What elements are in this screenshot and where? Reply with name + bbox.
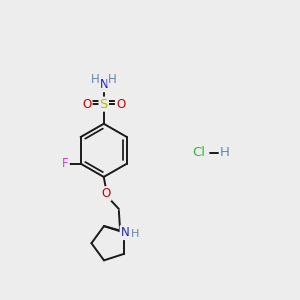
Text: Cl: Cl bbox=[193, 146, 206, 159]
Text: S: S bbox=[100, 98, 108, 111]
Text: O: O bbox=[82, 98, 91, 111]
Text: N: N bbox=[99, 78, 108, 91]
Text: O: O bbox=[116, 98, 125, 111]
Text: F: F bbox=[62, 157, 69, 170]
Text: H: H bbox=[220, 146, 230, 159]
Text: H: H bbox=[131, 230, 140, 239]
Text: O: O bbox=[101, 187, 111, 200]
Text: H: H bbox=[91, 73, 99, 86]
Text: H: H bbox=[108, 73, 117, 86]
Text: N: N bbox=[121, 226, 129, 239]
